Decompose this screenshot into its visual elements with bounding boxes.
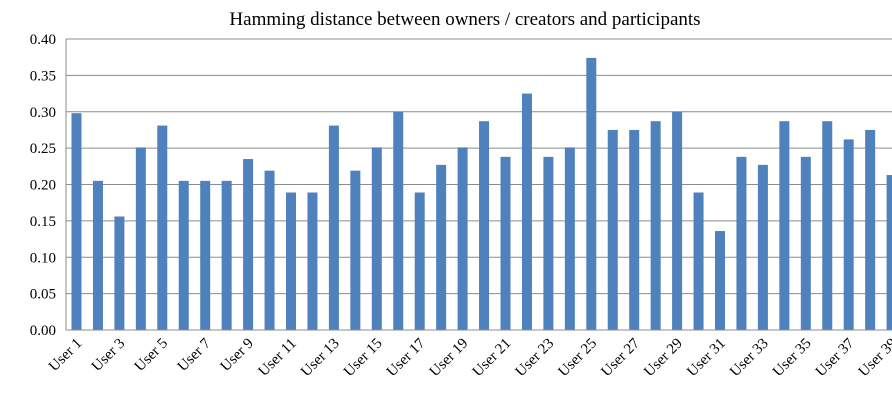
bar-user-20 xyxy=(479,121,490,331)
bar-user-33 xyxy=(757,164,768,330)
x-category-label: User 1 xyxy=(46,336,85,375)
bar-user-2 xyxy=(92,180,103,330)
bar-user-35 xyxy=(800,156,811,330)
bar-user-27 xyxy=(629,129,640,330)
y-tick-label: 0.00 xyxy=(30,323,56,339)
x-category-label: User 29 xyxy=(641,336,686,381)
y-tick-label: 0.30 xyxy=(30,105,56,121)
bar-user-32 xyxy=(736,156,747,330)
bar-user-22 xyxy=(521,93,532,330)
x-category-label: User 37 xyxy=(813,335,858,380)
y-tick-label: 0.35 xyxy=(30,68,56,84)
y-axis-tick-labels: 0.00 0.05 0.10 0.15 0.20 0.25 0.30 0.35 0.40 xyxy=(30,32,56,339)
bar-user-38 xyxy=(865,129,876,330)
bar-user-39 xyxy=(886,175,892,330)
bar-user-6 xyxy=(178,180,189,330)
bar-user-31 xyxy=(715,231,725,330)
bar-user-37 xyxy=(843,139,854,330)
x-category-label: User 3 xyxy=(89,336,128,375)
x-category-label: User 17 xyxy=(384,335,429,380)
bar-user-21 xyxy=(500,156,511,330)
bar-user-19 xyxy=(457,147,468,330)
x-category-label: User 19 xyxy=(427,336,472,381)
bar-user-4 xyxy=(135,147,146,330)
bar-user-17 xyxy=(414,192,425,330)
x-category-label: User 27 xyxy=(598,335,643,380)
y-tick-label: 0.20 xyxy=(30,178,56,194)
bar-user-16 xyxy=(393,111,404,330)
bar-user-13 xyxy=(328,125,339,330)
bar-user-12 xyxy=(307,192,318,330)
y-tick-label: 0.05 xyxy=(30,287,56,303)
bar-user-24 xyxy=(564,147,575,330)
bar-user-7 xyxy=(200,180,211,330)
chart-title: Hamming distance between owners / creato… xyxy=(229,9,700,30)
bar-user-15 xyxy=(371,147,382,330)
x-category-label: User 13 xyxy=(298,336,343,381)
x-category-label: User 33 xyxy=(727,336,772,381)
x-category-label: User 39 xyxy=(856,336,892,381)
bar-user-8 xyxy=(221,180,232,330)
y-tick-label: 0.25 xyxy=(30,141,56,157)
bar-user-9 xyxy=(243,159,254,330)
bar-user-1 xyxy=(71,113,82,331)
x-category-label: User 5 xyxy=(132,336,171,375)
bar-user-11 xyxy=(286,192,296,330)
bar-user-25 xyxy=(586,57,597,331)
bar-user-34 xyxy=(779,121,790,331)
x-category-label: User 23 xyxy=(513,336,558,381)
bar-user-5 xyxy=(157,125,168,330)
bar-user-3 xyxy=(114,216,125,330)
bar-user-14 xyxy=(350,170,361,330)
x-category-label: User 21 xyxy=(470,336,515,381)
y-tick-label: 0.15 xyxy=(30,214,56,230)
gridlines xyxy=(66,38,892,295)
bar-user-26 xyxy=(607,129,618,330)
y-tick-label: 0.10 xyxy=(30,250,56,266)
bar-user-30 xyxy=(693,192,704,330)
bar-user-36 xyxy=(822,121,833,331)
bar-user-28 xyxy=(650,121,661,331)
bar-user-10 xyxy=(264,170,275,330)
y-tick-label: 0.40 xyxy=(30,32,56,48)
bar-user-29 xyxy=(672,111,683,330)
x-category-label: User 7 xyxy=(175,335,215,375)
x-category-label: User 11 xyxy=(256,336,300,380)
x-category-label: User 31 xyxy=(684,336,729,381)
x-category-label: User 35 xyxy=(770,336,815,381)
bar-user-23 xyxy=(543,156,554,330)
bars xyxy=(71,57,892,331)
x-category-label: User 9 xyxy=(218,336,257,375)
x-category-label: User 25 xyxy=(556,336,601,381)
x-category-label: User 15 xyxy=(341,336,386,381)
bar-user-18 xyxy=(436,164,447,330)
